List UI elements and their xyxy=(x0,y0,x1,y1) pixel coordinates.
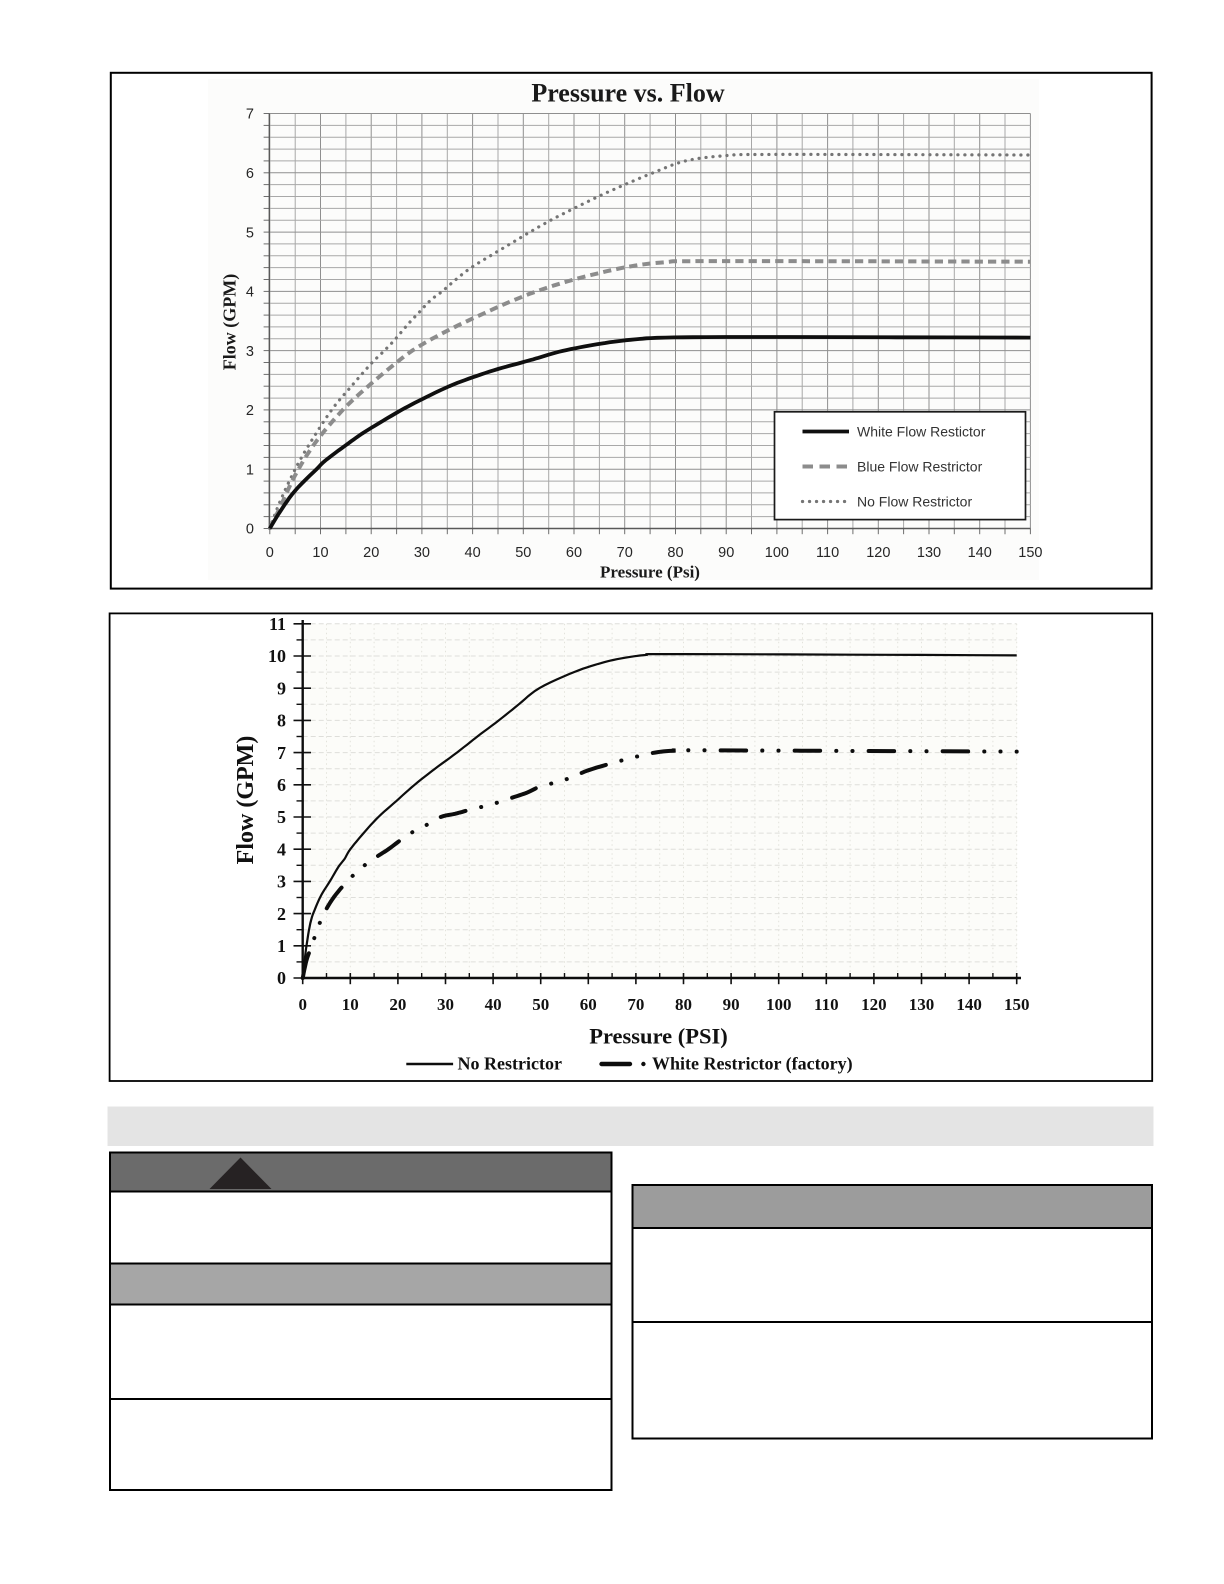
svg-text:8: 8 xyxy=(277,711,286,731)
svg-text:5: 5 xyxy=(277,807,286,827)
svg-text:4: 4 xyxy=(277,839,286,859)
svg-text:White Restrictor (factory): White Restrictor (factory) xyxy=(652,1054,853,1075)
svg-text:110: 110 xyxy=(816,545,839,561)
svg-text:Pressure vs. Flow: Pressure vs. Flow xyxy=(531,79,725,108)
svg-text:6: 6 xyxy=(246,166,254,182)
svg-text:3: 3 xyxy=(246,344,254,360)
svg-text:70: 70 xyxy=(617,545,633,561)
svg-text:White Flow Restictor: White Flow Restictor xyxy=(857,424,986,440)
svg-text:120: 120 xyxy=(861,995,887,1014)
svg-text:3: 3 xyxy=(277,872,286,892)
svg-text:0: 0 xyxy=(277,968,286,988)
svg-text:20: 20 xyxy=(363,545,379,561)
svg-text:30: 30 xyxy=(437,995,454,1014)
svg-text:Blue Flow Restrictor: Blue Flow Restrictor xyxy=(857,459,983,475)
svg-text:No Restrictor: No Restrictor xyxy=(458,1054,562,1074)
svg-text:Pressure (PSI): Pressure (PSI) xyxy=(589,1024,728,1049)
svg-text:10: 10 xyxy=(312,545,328,561)
svg-text:1: 1 xyxy=(246,462,254,478)
svg-text:60: 60 xyxy=(580,995,597,1014)
svg-text:Flow (GPM): Flow (GPM) xyxy=(233,736,259,865)
svg-text:90: 90 xyxy=(718,545,734,561)
svg-text:120: 120 xyxy=(866,545,890,561)
svg-text:1: 1 xyxy=(277,936,286,956)
svg-text:No Flow Restrictor: No Flow Restrictor xyxy=(857,494,972,510)
svg-text:7: 7 xyxy=(246,107,254,123)
svg-text:11: 11 xyxy=(269,614,286,634)
svg-text:0: 0 xyxy=(298,995,307,1014)
svg-text:130: 130 xyxy=(917,545,941,561)
svg-text:90: 90 xyxy=(723,995,740,1014)
svg-text:140: 140 xyxy=(968,545,992,561)
svg-text:0: 0 xyxy=(266,545,274,561)
svg-text:Flow (GPM): Flow (GPM) xyxy=(220,274,241,370)
svg-text:140: 140 xyxy=(956,995,982,1014)
svg-text:40: 40 xyxy=(465,545,481,561)
svg-text:70: 70 xyxy=(627,995,644,1014)
svg-text:100: 100 xyxy=(765,545,789,561)
svg-text:10: 10 xyxy=(342,995,359,1014)
svg-text:2: 2 xyxy=(277,904,286,924)
svg-text:100: 100 xyxy=(766,995,792,1014)
svg-text:150: 150 xyxy=(1018,545,1042,561)
svg-text:150: 150 xyxy=(1004,995,1030,1014)
svg-text:20: 20 xyxy=(389,995,406,1014)
svg-text:6: 6 xyxy=(277,775,286,795)
svg-text:130: 130 xyxy=(909,995,935,1014)
svg-text:50: 50 xyxy=(532,995,549,1014)
svg-text:5: 5 xyxy=(246,225,254,241)
svg-text:4: 4 xyxy=(246,285,254,301)
svg-text:110: 110 xyxy=(814,995,839,1014)
svg-text:40: 40 xyxy=(485,995,502,1014)
svg-text:60: 60 xyxy=(566,545,582,561)
svg-text:50: 50 xyxy=(515,545,531,561)
svg-text:30: 30 xyxy=(414,545,430,561)
svg-text:10: 10 xyxy=(268,646,286,666)
svg-text:Pressure (Psi): Pressure (Psi) xyxy=(600,563,700,582)
svg-text:80: 80 xyxy=(675,995,692,1014)
svg-text:9: 9 xyxy=(277,678,286,698)
svg-text:2: 2 xyxy=(246,403,254,419)
svg-text:7: 7 xyxy=(277,743,286,763)
svg-text:80: 80 xyxy=(667,545,683,561)
svg-text:0: 0 xyxy=(246,522,254,538)
